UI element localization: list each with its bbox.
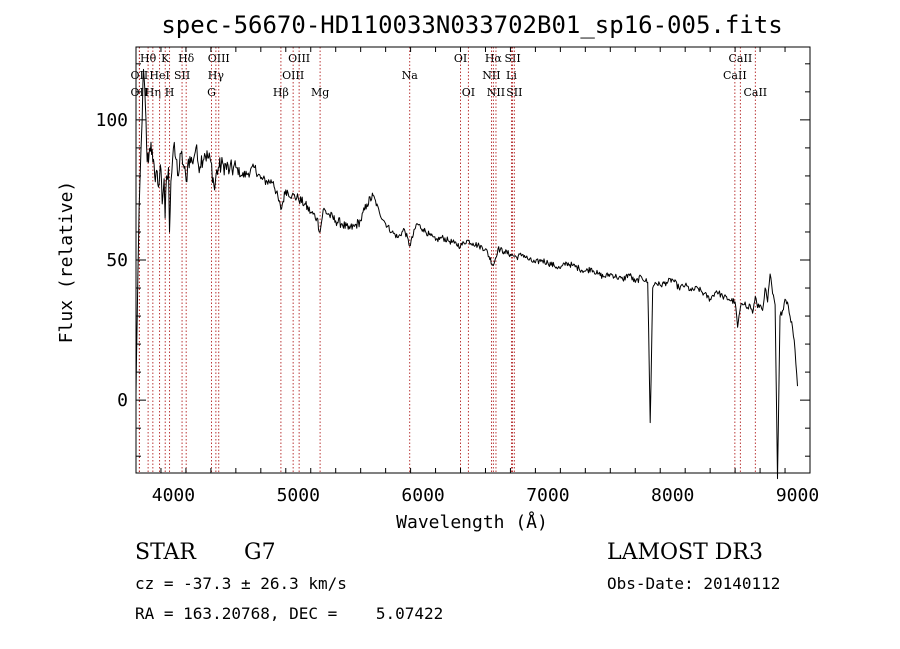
- line-marker-label: G: [207, 86, 216, 99]
- line-marker-label: Li: [506, 69, 517, 82]
- y-tick-label: 50: [106, 250, 128, 271]
- line-marker-label: Mg: [311, 86, 329, 99]
- object-class: STAR: [135, 540, 196, 565]
- x-tick-label: 4000: [152, 485, 195, 506]
- line-marker-label: SII: [504, 52, 520, 65]
- line-marker-label: CaII: [729, 52, 753, 65]
- line-marker-label: NII: [487, 86, 505, 99]
- obs-date: Obs-Date: 20140112: [607, 574, 781, 593]
- plot-frame: [135, 46, 811, 474]
- line-marker-label: K: [161, 52, 170, 65]
- x-tick-label: 6000: [401, 485, 444, 506]
- line-marker-label: Hγ: [208, 69, 225, 82]
- series: [135, 68, 798, 480]
- series-line-0: [135, 68, 798, 480]
- line-marker-label: Hβ: [273, 86, 289, 99]
- line-marker-label: H: [165, 86, 175, 99]
- y-tick-label: 0: [117, 390, 128, 411]
- survey-name: LAMOST DR3: [607, 540, 763, 565]
- line-marker-label: OIII: [282, 69, 304, 82]
- line-marker-label: OI: [462, 86, 475, 99]
- y-tick-label: 100: [95, 110, 128, 131]
- line-marker-label: OI: [454, 52, 467, 65]
- coordinates-text: RA = 163.20768, DEC = 5.07422: [135, 604, 444, 623]
- x-axis-label: Wavelength (Å): [396, 511, 548, 533]
- line-marker-label: OIII: [208, 52, 230, 65]
- line-marker-label: Hδ: [178, 52, 195, 65]
- line-marker-label: Hθ: [140, 52, 157, 65]
- line-marker-label: HeI: [149, 69, 169, 82]
- line-marker-label: CaII: [743, 86, 767, 99]
- line-marker-label: Hα: [485, 52, 503, 65]
- x-tick-label: 9000: [776, 485, 819, 506]
- line-marker-label: CaII: [723, 69, 747, 82]
- line-marker-label: SII: [174, 69, 190, 82]
- line-marker-label: OIII: [288, 52, 310, 65]
- line-marker-label: OII: [131, 86, 149, 99]
- redshift-text: cz = -37.3 ± 26.3 km/s: [135, 574, 347, 593]
- x-tick-label: 8000: [651, 485, 694, 506]
- line-marker-label: Na: [402, 69, 419, 82]
- line-marker-label: SII: [506, 86, 522, 99]
- chart-title: spec-56670-HD110033N033702B01_sp16-005.f…: [161, 11, 782, 39]
- axes: 4000 5000 6000 7000 8000 9000 0 50 100: [95, 46, 819, 506]
- y-axis-label: Flux (relative): [56, 181, 77, 344]
- x-tick-label: 5000: [277, 485, 320, 506]
- object-subclass: G7: [244, 540, 276, 565]
- line-marker-label: Hη: [145, 86, 161, 99]
- line-marker-label: NII: [482, 69, 500, 82]
- x-tick-label: 7000: [526, 485, 569, 506]
